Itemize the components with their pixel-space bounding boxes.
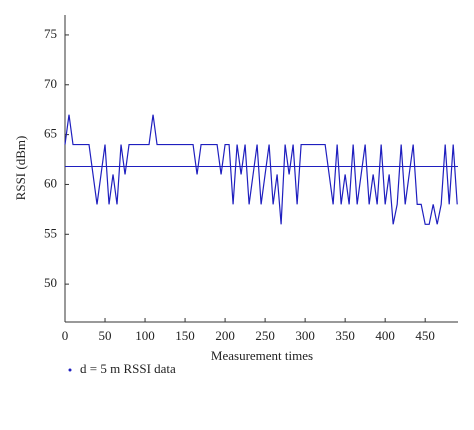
x-tick-label: 400: [375, 328, 395, 343]
y-axis-title: RSSI (dBm): [13, 136, 28, 201]
x-tick-label: 350: [335, 328, 355, 343]
y-tick-label: 60: [44, 175, 57, 190]
x-tick-label: 200: [215, 328, 235, 343]
x-tick-label: 300: [295, 328, 315, 343]
x-axis-title: Measurement times: [211, 348, 313, 363]
y-tick-label: 65: [44, 126, 57, 141]
y-tick-label: 75: [44, 26, 57, 41]
legend-marker: [68, 368, 72, 372]
y-tick-label: 55: [44, 225, 57, 240]
x-tick-label: 450: [415, 328, 435, 343]
data-line: [64, 114, 458, 225]
x-tick-label: 0: [62, 328, 69, 343]
y-tick-label: 50: [44, 275, 57, 290]
x-tick-label: 100: [135, 328, 155, 343]
x-tick-label: 50: [99, 328, 112, 343]
x-tick-label: 250: [255, 328, 275, 343]
y-tick-label: 70: [44, 76, 57, 91]
legend-label: d = 5 m RSSI data: [80, 361, 176, 376]
x-tick-label: 150: [175, 328, 195, 343]
